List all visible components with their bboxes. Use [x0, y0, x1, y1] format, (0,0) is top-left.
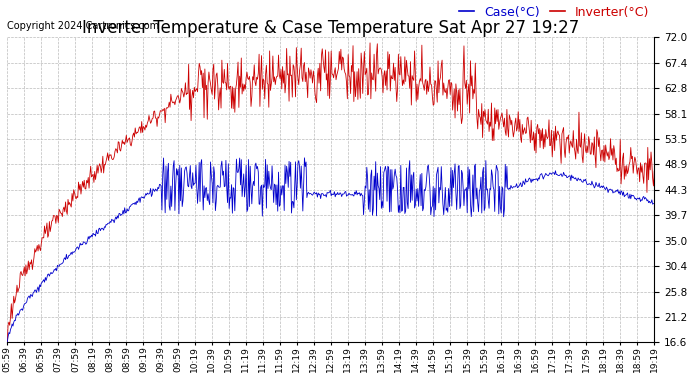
- Legend: Case(°C), Inverter(°C): Case(°C), Inverter(°C): [454, 1, 654, 24]
- Text: Copyright 2024 Cartronics.com: Copyright 2024 Cartronics.com: [8, 21, 159, 32]
- Title: Inverter Temperature & Case Temperature Sat Apr 27 19:27: Inverter Temperature & Case Temperature …: [82, 19, 580, 37]
